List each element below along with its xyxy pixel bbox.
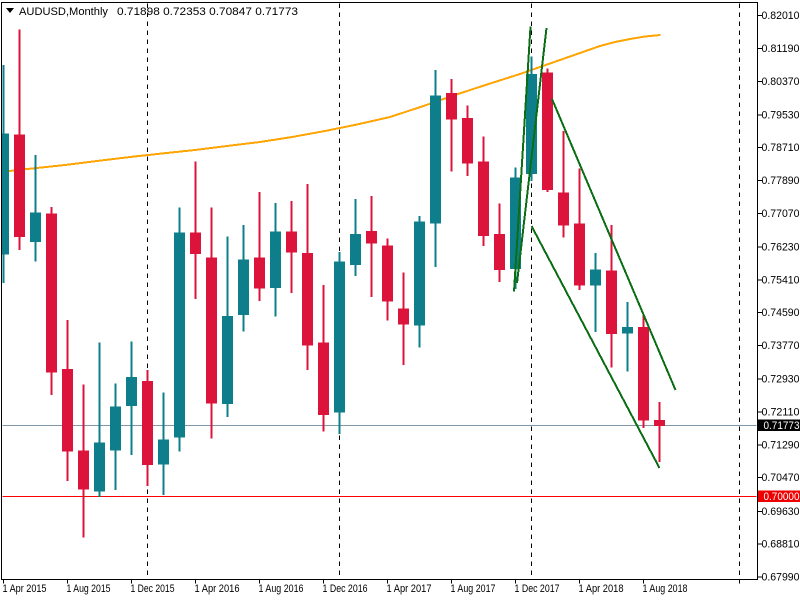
svg-text:0.67990: 0.67990 xyxy=(762,572,800,584)
svg-text:1 Aug 2017: 1 Aug 2017 xyxy=(451,583,496,595)
svg-text:1 Apr 2017: 1 Apr 2017 xyxy=(387,583,432,595)
svg-text:1 Apr 2016: 1 Apr 2016 xyxy=(195,583,240,595)
svg-text:0.78710: 0.78710 xyxy=(762,142,800,154)
svg-text:AUDUSD,Monthly: AUDUSD,Monthly xyxy=(19,6,108,18)
svg-text:0.81190: 0.81190 xyxy=(762,43,800,55)
svg-text:0.71773: 0.71773 xyxy=(764,420,800,432)
svg-text:0.75410: 0.75410 xyxy=(762,274,800,286)
svg-text:1 Apr 2018: 1 Apr 2018 xyxy=(579,583,624,595)
svg-text:0.74590: 0.74590 xyxy=(762,307,800,319)
svg-text:1 Dec 2016: 1 Dec 2016 xyxy=(323,583,368,595)
svg-text:0.71290: 0.71290 xyxy=(762,439,800,451)
svg-text:0.72110: 0.72110 xyxy=(762,407,800,419)
svg-text:1 Aug 2015: 1 Aug 2015 xyxy=(67,583,111,595)
svg-text:1 Aug 2018: 1 Aug 2018 xyxy=(643,583,688,595)
svg-text:0.69630: 0.69630 xyxy=(762,506,800,518)
svg-text:0.80370: 0.80370 xyxy=(762,76,800,88)
svg-text:0.70000: 0.70000 xyxy=(764,491,800,503)
svg-text:0.77890: 0.77890 xyxy=(762,175,800,187)
svg-text:1 Apr 2015: 1 Apr 2015 xyxy=(3,583,47,595)
svg-text:0.79530: 0.79530 xyxy=(762,109,800,121)
svg-text:0.70470: 0.70470 xyxy=(762,472,800,484)
svg-text:0.68810: 0.68810 xyxy=(762,539,800,551)
svg-text:0.72930: 0.72930 xyxy=(762,374,800,386)
svg-text:0.76230: 0.76230 xyxy=(762,242,800,254)
svg-text:1 Aug 2016: 1 Aug 2016 xyxy=(259,583,304,595)
svg-text:0.73770: 0.73770 xyxy=(762,340,800,352)
svg-text:1 Dec 2015: 1 Dec 2015 xyxy=(131,583,175,595)
svg-text:1 Dec 2017: 1 Dec 2017 xyxy=(515,583,560,595)
svg-text:0.71898 0.72353 0.70847 0.7177: 0.71898 0.72353 0.70847 0.71773 xyxy=(117,6,298,18)
svg-text:0.77070: 0.77070 xyxy=(762,208,800,220)
svg-text:0.82010: 0.82010 xyxy=(762,10,800,22)
